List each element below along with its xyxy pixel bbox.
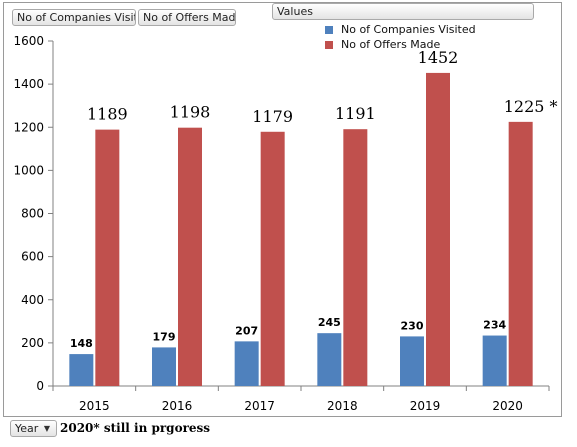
bar-companies [234, 341, 259, 386]
offers-field-button[interactable]: No of Offers Made [138, 9, 236, 26]
data-label-companies: 148 [70, 337, 93, 350]
legend: No of Companies Visited No of Offers Mad… [325, 22, 476, 52]
data-label-offers: 1225 * [504, 97, 558, 116]
bar-offers [343, 129, 368, 387]
bar-companies [400, 336, 424, 386]
bar-offers [178, 127, 202, 387]
data-label-offers: 1191 [335, 104, 376, 123]
data-label-companies: 179 [153, 330, 176, 343]
year-field-button[interactable]: Year ▼ [10, 420, 57, 437]
data-label-companies: 234 [483, 319, 506, 332]
legend-item-offers: No of Offers Made [325, 37, 476, 52]
data-label-companies: 245 [318, 316, 341, 329]
legend-item-companies: No of Companies Visited [325, 22, 476, 37]
data-label-offers: 1198 [170, 103, 211, 122]
y-tick-label: 600 [21, 250, 44, 264]
y-tick-label: 1000 [13, 163, 44, 177]
legend-swatch-offers [325, 40, 333, 49]
data-label-companies: 230 [401, 319, 424, 332]
bar-companies [317, 333, 342, 386]
data-label-offers: 1179 [252, 107, 293, 126]
x-tick-label: 2019 [410, 399, 441, 413]
x-tick-label: 2020 [492, 399, 523, 413]
y-tick-label: 400 [21, 293, 44, 307]
data-label-companies: 207 [235, 324, 258, 337]
bar-offers [95, 129, 120, 386]
y-tick-label: 1400 [13, 77, 44, 91]
bar-companies [482, 335, 507, 386]
footnote: 2020* still in prgoress [60, 421, 211, 435]
data-label-offers: 1452 [418, 48, 459, 67]
legend-label-companies: No of Companies Visited [341, 23, 476, 36]
bar-companies [152, 347, 176, 386]
bar-offers [260, 131, 285, 386]
legend-label-offers: No of Offers Made [341, 38, 441, 51]
x-tick-label: 2018 [327, 399, 358, 413]
x-tick-label: 2016 [162, 399, 193, 413]
data-label-offers: 1189 [87, 105, 128, 124]
y-tick-label: 200 [21, 336, 44, 350]
x-tick-label: 2015 [79, 399, 110, 413]
y-tick-label: 1200 [13, 120, 44, 134]
bar-offers [426, 72, 450, 386]
x-tick-label: 2017 [244, 399, 275, 413]
legend-swatch-companies [325, 25, 333, 34]
y-tick-label: 1600 [13, 34, 44, 48]
bar-companies [69, 354, 94, 386]
bar-offers [508, 121, 533, 386]
y-tick-label: 0 [36, 379, 44, 393]
year-label: Year [15, 422, 39, 435]
y-tick-label: 800 [21, 207, 44, 221]
dropdown-arrow-icon[interactable]: ▼ [43, 424, 51, 433]
values-field-button[interactable]: Values [272, 3, 534, 20]
companies-field-button[interactable]: No of Companies Visited [12, 9, 136, 26]
